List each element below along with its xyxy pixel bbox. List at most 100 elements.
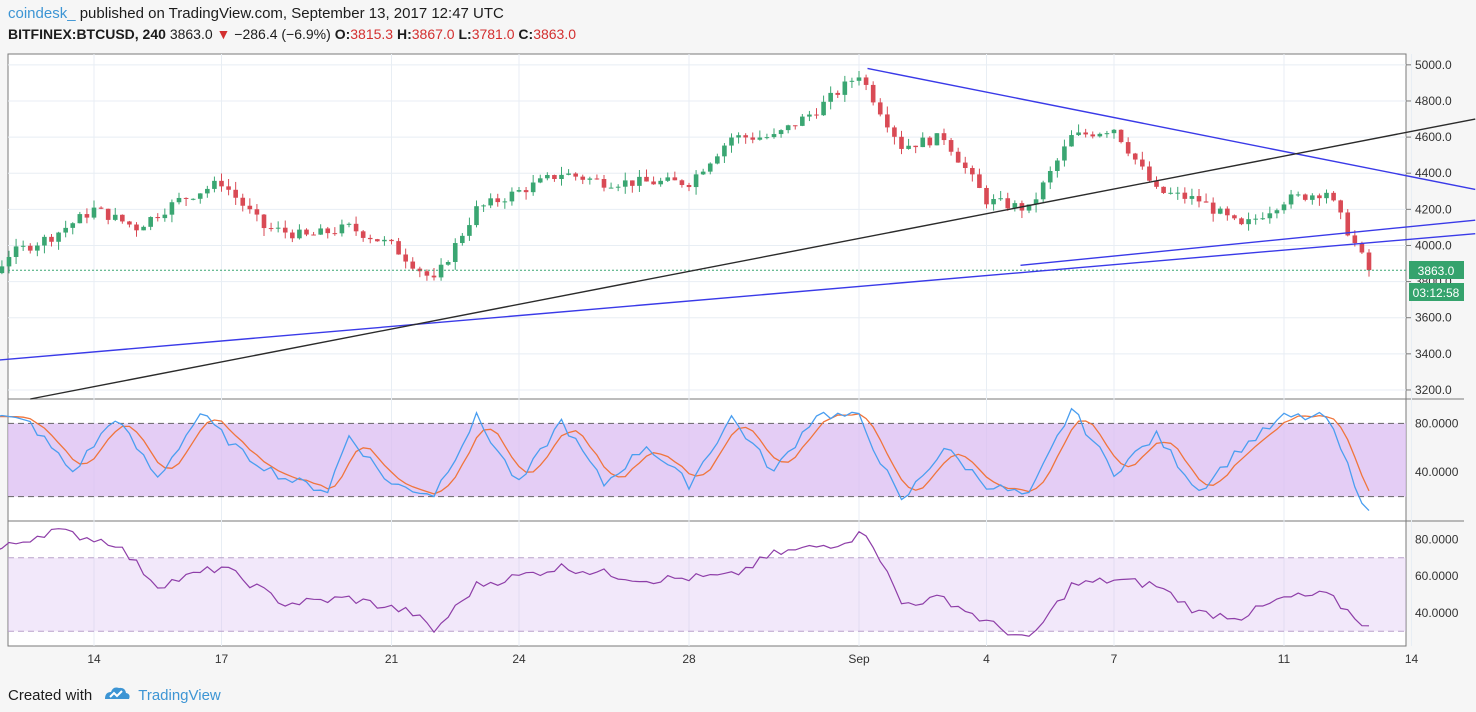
candle-body — [587, 178, 593, 180]
candle-body — [530, 182, 536, 193]
candle-body — [382, 239, 387, 242]
candle-body — [318, 228, 323, 235]
candle-body — [814, 114, 819, 116]
candle-body — [460, 235, 465, 244]
candle-body — [1366, 252, 1372, 271]
stoch-y-tick-label: 40.0000 — [1415, 465, 1459, 479]
countdown-badge: 03:12:58 — [1409, 283, 1464, 301]
candle-body — [679, 180, 685, 186]
candle-body — [736, 135, 741, 138]
candle-body — [1161, 186, 1166, 193]
candle-body — [920, 137, 926, 148]
candle-body — [863, 77, 869, 85]
candle-body — [637, 176, 642, 186]
candle-body — [1047, 171, 1053, 183]
author-link[interactable]: coindesk_ — [8, 5, 76, 22]
candle-body — [707, 163, 713, 172]
chart-canvas[interactable]: 101417212428Sep4711143200.03400.03600.03… — [0, 0, 1476, 680]
candle-body — [665, 177, 671, 181]
price-badge: 3863.0 — [1409, 261, 1464, 279]
candle-body — [233, 189, 238, 198]
candle-body — [800, 116, 805, 126]
candle-body — [1345, 212, 1351, 236]
candle-body — [651, 181, 656, 185]
candle-body — [197, 193, 203, 199]
candle-body — [630, 180, 635, 186]
candle-body — [332, 233, 338, 235]
candle-body — [977, 174, 982, 188]
footer: Created with TradingView — [8, 684, 221, 706]
candle-body — [1026, 204, 1032, 211]
tradingview-link[interactable]: TradingView — [138, 686, 221, 704]
candle-body — [984, 187, 989, 205]
candle-body — [445, 261, 451, 265]
created-with-label: Created with — [8, 686, 93, 704]
candle-body — [467, 225, 472, 236]
indicator-bands — [8, 422, 1406, 632]
candle-body — [877, 102, 883, 115]
candle-body — [1040, 182, 1046, 200]
x-tick-label: Sep — [848, 652, 870, 666]
candle-body — [1310, 195, 1315, 200]
candle-body — [1359, 243, 1365, 253]
candle-body — [1189, 196, 1195, 199]
candle-body — [941, 133, 947, 141]
candle-body — [722, 145, 727, 157]
low-label: L: — [458, 26, 472, 42]
candle-body — [226, 186, 231, 190]
down-arrow-icon: ▼ — [216, 26, 231, 42]
candle-body — [892, 127, 897, 137]
candle-body — [821, 101, 826, 116]
candle-body — [870, 84, 876, 103]
candle-body — [1324, 192, 1329, 199]
publish-text: published on TradingView.com, September … — [75, 5, 504, 22]
candle-body — [254, 209, 260, 215]
candle-body — [849, 80, 855, 82]
candle-body — [325, 228, 331, 234]
candle-body — [1217, 208, 1223, 214]
candle-body — [1154, 180, 1159, 187]
candle-body — [0, 266, 5, 274]
candle-body — [516, 190, 522, 192]
candle-body — [615, 186, 621, 188]
candle-body — [1132, 153, 1138, 160]
candle-body — [70, 223, 76, 228]
x-tick-label: 7 — [1111, 652, 1118, 666]
stochastic-pane — [0, 407, 1370, 512]
candle-body — [1147, 166, 1152, 181]
candle-body — [1033, 199, 1039, 205]
y-tick-label: 4800.0 — [1415, 94, 1452, 108]
stoch-band — [8, 423, 1406, 497]
candle-body — [1104, 133, 1110, 135]
candle-body — [750, 137, 756, 140]
x-tick-label: 21 — [385, 652, 399, 666]
candle-body — [807, 114, 812, 117]
candle-body — [91, 207, 97, 218]
x-tick-label: 28 — [682, 652, 696, 666]
chart-header: coindesk_ published on TradingView.com, … — [8, 4, 576, 44]
candle-body — [509, 191, 515, 202]
candle-body — [1317, 195, 1322, 199]
candle-body — [120, 214, 125, 222]
candle-body — [403, 254, 408, 262]
candle-body — [1196, 196, 1202, 202]
candle-body — [367, 237, 373, 240]
candle-body — [438, 264, 444, 278]
candle-body — [431, 275, 437, 278]
candle-body — [686, 185, 692, 188]
candle-body — [488, 198, 493, 206]
candle-body — [828, 92, 833, 102]
y-tick-label: 3600.0 — [1415, 311, 1452, 325]
candlestick-series — [0, 70, 1406, 281]
publish-line: coindesk_ published on TradingView.com, … — [8, 4, 576, 24]
candle-body — [1118, 129, 1124, 143]
candle-body — [1232, 215, 1237, 219]
stoch-k-line — [0, 407, 1370, 512]
candle-body — [672, 177, 678, 181]
high-label: H: — [396, 26, 412, 42]
candle-body — [240, 197, 246, 206]
candle-body — [42, 236, 47, 246]
candle-body — [105, 208, 111, 220]
candle-body — [778, 130, 784, 135]
y-tick-label: 4200.0 — [1415, 202, 1452, 216]
